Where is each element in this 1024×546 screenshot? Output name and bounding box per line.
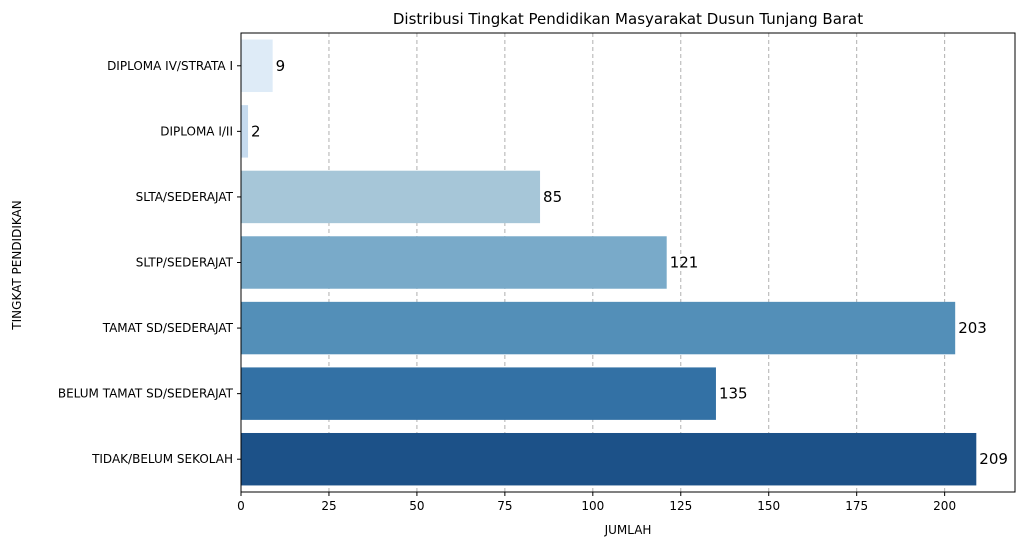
x-tick-label: 50 (409, 499, 424, 513)
data-label: 9 (276, 57, 286, 75)
data-label: 135 (719, 385, 748, 403)
bars (241, 39, 977, 486)
x-tick-label: 200 (933, 499, 956, 513)
x-axis-ticks: 0 25 50 75 100 125 150 175 200 (237, 492, 956, 513)
x-tick-label: 175 (845, 499, 868, 513)
y-tick-label: DIPLOMA IV/STRATA I (107, 59, 233, 73)
bar (241, 105, 249, 158)
data-labels: 9 2 85 121 203 135 209 (251, 57, 1008, 468)
y-axis-label: TINGKAT PENDIDIKAN (10, 200, 24, 330)
y-tick-label: SLTA/SEDERAJAT (136, 190, 234, 204)
x-tick-label: 25 (321, 499, 336, 513)
x-tick-label: 150 (757, 499, 780, 513)
data-label: 203 (958, 319, 987, 337)
y-tick-label: BELUM TAMAT SD/SEDERAJAT (58, 387, 234, 401)
chart-title: Distribusi Tingkat Pendidikan Masyarakat… (393, 10, 863, 28)
data-label: 209 (979, 450, 1008, 468)
data-label: 85 (543, 188, 562, 206)
x-axis-label: JUMLAH (604, 523, 652, 537)
y-axis-ticks: DIPLOMA IV/STRATA I DIPLOMA I/II SLTA/SEDE… (58, 59, 241, 466)
bar (241, 236, 667, 289)
y-tick-label: TAMAT SD/SEDERAJAT (102, 321, 234, 335)
bar (241, 39, 273, 93)
data-label: 2 (251, 122, 261, 140)
y-tick-label: SLTP/SEDERAJAT (136, 256, 234, 270)
x-tick-label: 125 (669, 499, 692, 513)
data-label: 121 (670, 254, 699, 272)
y-tick-label: DIPLOMA I/II (160, 124, 233, 138)
y-tick-label: TIDAK/BELUM SEKOLAH (91, 452, 233, 466)
bar (241, 367, 716, 420)
bar (241, 301, 956, 355)
bar (241, 432, 977, 486)
bar (241, 170, 541, 224)
x-tick-label: 100 (581, 499, 604, 513)
x-tick-label: 75 (497, 499, 512, 513)
x-tick-label: 0 (237, 499, 245, 513)
